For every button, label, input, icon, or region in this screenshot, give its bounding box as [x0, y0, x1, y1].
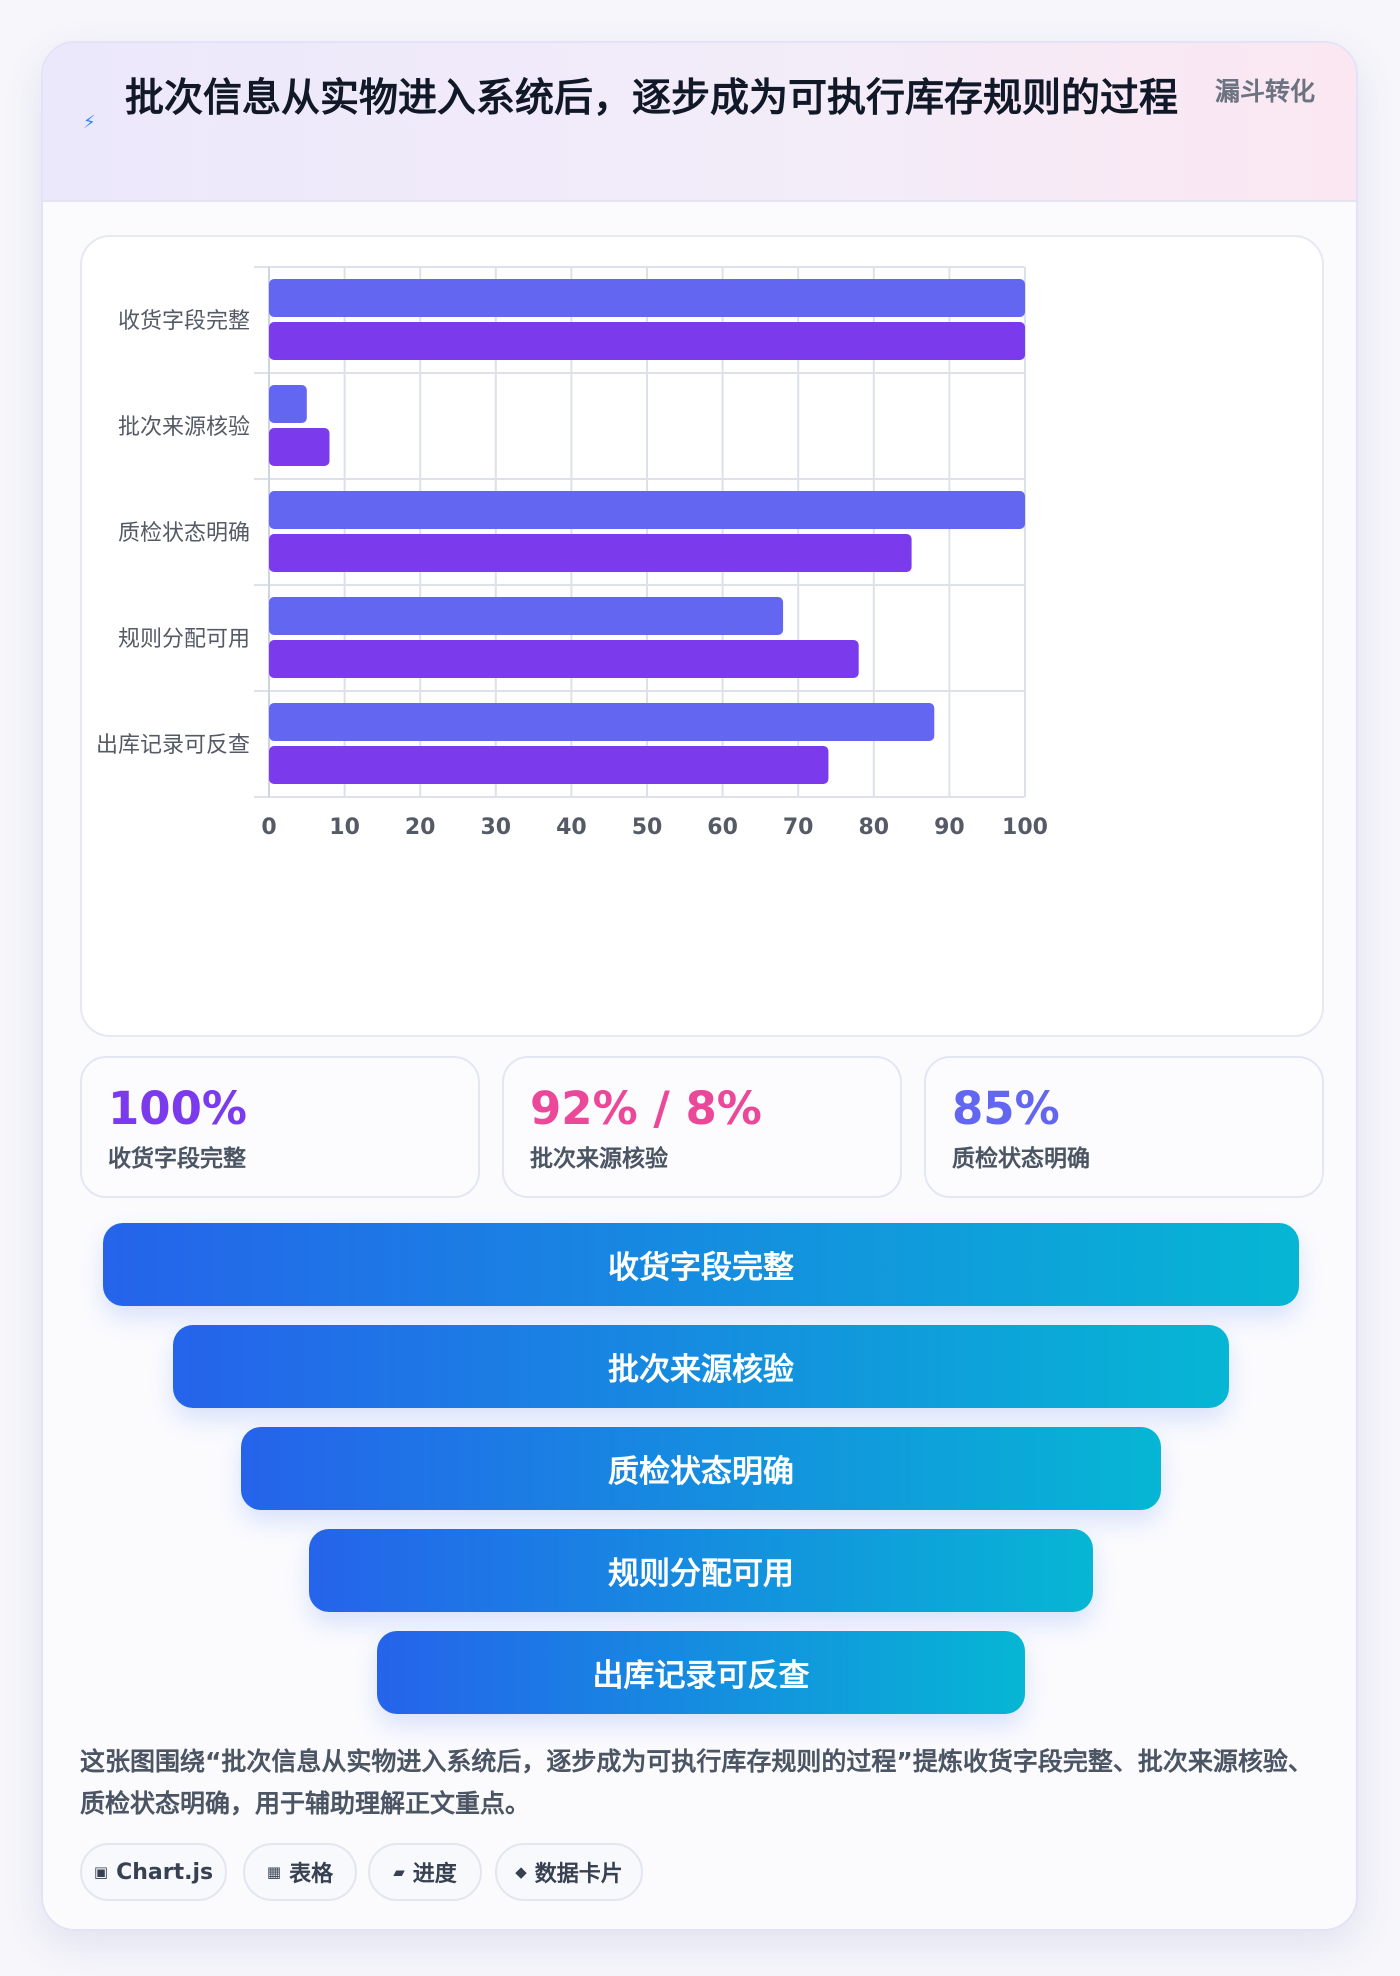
stat-value: 92% / 8% — [530, 1082, 762, 1135]
stat-card-1: 100% 收货字段完整 — [80, 1056, 480, 1198]
bar — [269, 279, 1025, 317]
page-title: 批次信息从实物进入系统后，逐步成为可执行库存规则的过程 — [125, 76, 1179, 121]
lightning-icon: ⚡ — [83, 112, 96, 133]
funnel-step-3: 质检状态明确 — [241, 1427, 1161, 1510]
chart-icon: ▣ — [93, 1863, 109, 1881]
figure-card: ⚡ 批次信息从实物进入系统后，逐步成为可执行库存规则的过程 漏斗转化 收货字段完… — [41, 41, 1358, 1931]
stat-value: 85% — [952, 1082, 1060, 1135]
bar-chart-panel: 收货字段完整 批次来源核验 质检状态明确 规则分配可用出库记录可反查 0 10 20 30 40… — [80, 235, 1324, 1037]
description-text: 这张图围绕“批次信息从实物进入系统后，逐步成为可执行库存规则的过程”提炼收货字段… — [80, 1747, 1313, 1818]
y-tick-label: 质检状态明确 — [118, 521, 250, 546]
x-tick-label: 60 — [707, 815, 738, 840]
chip-label: 表格 — [289, 1862, 334, 1887]
chip-data-card[interactable]: ◆ 数据卡片 — [495, 1843, 643, 1901]
y-tick-label: 规则分配可用 — [118, 627, 250, 652]
chip-label: Chart.js — [116, 1859, 214, 1885]
chart-type-tag: 漏斗转化 — [1215, 77, 1316, 106]
x-tick-label: 30 — [480, 815, 511, 840]
diamond-icon: ◆ — [515, 1863, 527, 1881]
bar — [269, 385, 307, 423]
stat-card-3: 85% 质检状态明确 — [924, 1056, 1324, 1198]
bar — [269, 534, 912, 572]
x-tick-label: 10 — [329, 815, 360, 840]
y-tick-label: 收货字段完整 — [118, 309, 250, 334]
y-tick-label: 批次来源核验 — [118, 415, 250, 440]
chip-label: 进度 — [412, 1862, 457, 1887]
funnel-step-2: 批次来源核验 — [173, 1325, 1229, 1408]
x-tick-label: 0 — [261, 815, 276, 840]
bar — [269, 322, 1025, 360]
x-tick-label: 70 — [783, 815, 814, 840]
chip-label: 数据卡片 — [534, 1862, 623, 1887]
x-tick-label: 90 — [934, 815, 965, 840]
x-tick-label: 20 — [405, 815, 436, 840]
chip-progress[interactable]: ▰ 进度 — [368, 1843, 482, 1901]
stat-card-2: 92% / 8% 批次来源核验 — [502, 1056, 902, 1198]
stat-value: 100% — [108, 1082, 248, 1135]
bar — [269, 428, 330, 466]
bar — [269, 597, 784, 635]
x-tick-label: 80 — [858, 815, 889, 840]
bar — [269, 746, 829, 784]
x-tick-label: 40 — [556, 815, 587, 840]
bar — [269, 491, 1025, 529]
stat-label: 质检状态明确 — [952, 1146, 1090, 1172]
x-tick-label: 50 — [632, 815, 663, 840]
progress-icon: ▰ — [393, 1863, 405, 1881]
funnel-step-4: 规则分配可用 — [309, 1529, 1093, 1612]
funnel-step-5: 出库记录可反查 — [377, 1631, 1025, 1714]
table-icon: ▦ — [266, 1863, 282, 1881]
chip-chartjs[interactable]: ▣ Chart.js — [80, 1843, 227, 1901]
stat-label: 批次来源核验 — [530, 1146, 668, 1172]
chip-table[interactable]: ▦ 表格 — [243, 1843, 357, 1901]
x-tick-label: 100 — [1002, 815, 1048, 840]
bar — [269, 640, 859, 678]
stat-label: 收货字段完整 — [108, 1146, 246, 1172]
y-tick-label: 出库记录可反查 — [96, 733, 250, 758]
funnel-step-1: 收货字段完整 — [103, 1223, 1299, 1306]
bar — [269, 703, 935, 741]
header: ⚡ 批次信息从实物进入系统后，逐步成为可执行库存规则的过程 漏斗转化 — [43, 43, 1356, 202]
